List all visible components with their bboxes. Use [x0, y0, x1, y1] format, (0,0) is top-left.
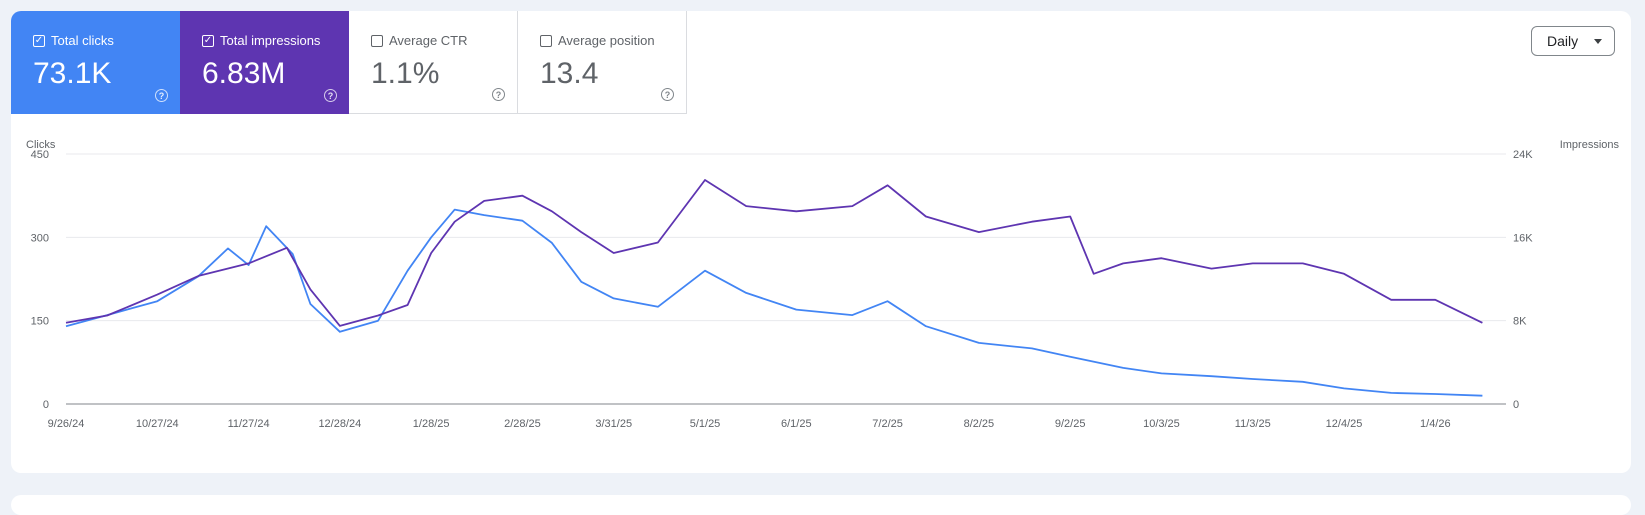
metric-header: Average position — [540, 33, 655, 48]
x-axis-tick-label: 2/28/25 — [504, 418, 541, 430]
right-axis-tick-label: 0 — [1513, 399, 1519, 411]
granularity-label: Daily — [1547, 33, 1579, 49]
checkbox-icon[interactable] — [540, 34, 552, 47]
checkbox-icon[interactable] — [371, 34, 383, 47]
help-icon[interactable]: ? — [324, 89, 337, 102]
x-axis-tick-label: 5/1/25 — [690, 418, 721, 430]
help-icon[interactable]: ? — [492, 88, 505, 101]
x-axis-tick-label: 10/27/24 — [136, 418, 179, 430]
left-axis-tick-label: 150 — [31, 316, 49, 328]
performance-card: ✓ Total clicks 73.1K ? ✓ Total impressio… — [11, 11, 1631, 473]
x-axis-tick-label: 12/28/24 — [318, 418, 361, 430]
x-axis-tick-label: 3/31/25 — [595, 418, 632, 430]
x-axis-tick-label: 6/1/25 — [781, 418, 812, 430]
metric-selector: ✓ Total clicks 73.1K ? ✓ Total impressio… — [11, 11, 687, 114]
x-axis-tick-label: 11/3/25 — [1235, 418, 1271, 430]
help-icon[interactable]: ? — [155, 89, 168, 102]
x-axis-tick-label: 11/27/24 — [228, 418, 270, 430]
checkbox-icon[interactable]: ✓ — [33, 34, 45, 47]
x-axis-tick-label: 8/2/25 — [964, 418, 995, 430]
x-axis-tick-label: 7/2/25 — [872, 418, 903, 430]
right-axis-tick-label: 16K — [1513, 232, 1533, 244]
left-axis-title: Clicks — [26, 139, 56, 151]
metric-label: Average CTR — [389, 33, 468, 48]
metric-total-clicks[interactable]: ✓ Total clicks 73.1K ? — [11, 11, 180, 114]
metric-label: Average position — [558, 33, 655, 48]
checkbox-icon[interactable]: ✓ — [202, 34, 214, 47]
scrollbar[interactable] — [1635, 0, 1645, 503]
metric-label: Total impressions — [220, 33, 321, 48]
x-axis-tick-label: 1/28/25 — [413, 418, 450, 430]
help-icon[interactable]: ? — [661, 88, 674, 101]
metric-value: 6.83M — [202, 57, 286, 90]
performance-chart: 450 300 150 0 24K 16K 8K 0 9/26/24 10/27/24 11/27/… — [31, 149, 1534, 430]
x-axis-tick-label: 10/3/25 — [1143, 418, 1180, 430]
left-axis-tick-label: 450 — [31, 149, 49, 161]
right-axis-title: Impressions — [1559, 139, 1619, 151]
series-line-clicks — [65, 208, 1483, 397]
left-axis-tick-label: 300 — [31, 232, 49, 244]
metric-average-ctr[interactable]: Average CTR 1.1% ? — [349, 11, 518, 114]
dropdown-arrow-icon[interactable] — [1594, 39, 1602, 44]
metric-header: Average CTR — [371, 33, 468, 48]
metric-header: ✓ Total impressions — [202, 33, 320, 48]
x-axis-tick-label: 9/26/24 — [48, 418, 85, 430]
left-axis-tick-label: 0 — [43, 399, 49, 411]
x-axis-tick-label: 9/2/25 — [1055, 418, 1086, 430]
series-line-impressions — [65, 179, 1483, 327]
right-axis-tick-label: 24K — [1513, 149, 1533, 161]
x-axis-tick-label: 1/4/26 — [1420, 418, 1451, 430]
metric-average-position[interactable]: Average position 13.4 ? — [518, 11, 687, 114]
metric-total-impressions[interactable]: ✓ Total impressions 6.83M ? — [180, 11, 349, 114]
metric-value: 73.1K — [33, 57, 112, 90]
right-axis-tick-label: 8K — [1513, 316, 1527, 328]
metric-label: Total clicks — [51, 33, 114, 48]
x-axis-tick-label: 12/4/25 — [1326, 418, 1363, 430]
granularity-dropdown[interactable]: Daily — [1531, 26, 1615, 56]
next-card — [11, 495, 1631, 515]
metric-value: 1.1% — [371, 57, 440, 90]
metric-value: 13.4 — [540, 57, 599, 90]
metric-header: ✓ Total clicks — [33, 33, 114, 48]
